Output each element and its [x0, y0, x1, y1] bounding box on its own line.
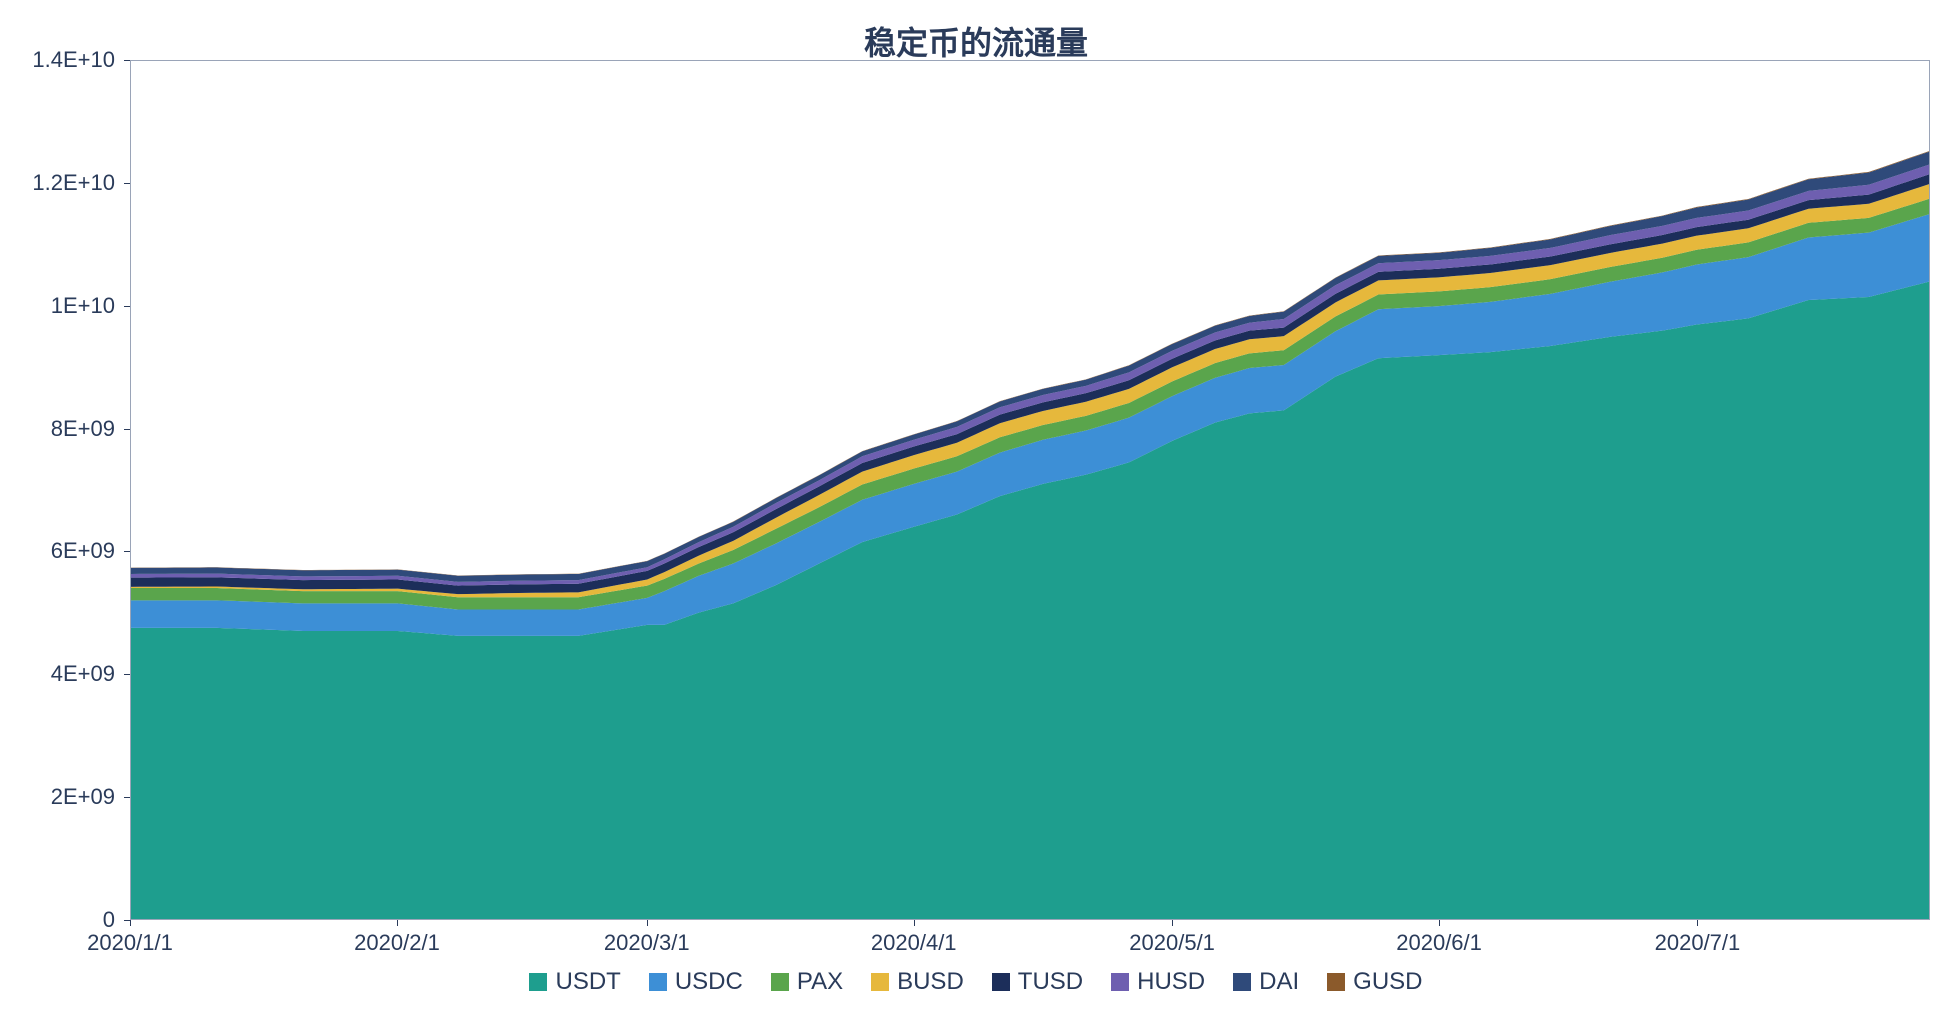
- x-tick-label: 2020/4/1: [871, 930, 957, 956]
- legend-swatch: [529, 973, 547, 991]
- legend-item-gusd: GUSD: [1327, 968, 1422, 996]
- x-tick-label: 2020/3/1: [604, 930, 690, 956]
- x-tick-label: 2020/6/1: [1396, 930, 1482, 956]
- legend-label: HUSD: [1137, 968, 1205, 996]
- stablecoin-area-chart: 稳定币的流通量 02E+094E+096E+098E+091E+101.2E+1…: [0, 0, 1952, 1034]
- legend-label: USDT: [555, 968, 620, 996]
- legend-label: GUSD: [1353, 968, 1422, 996]
- legend-item-busd: BUSD: [871, 968, 964, 996]
- x-tick-label: 2020/1/1: [87, 930, 173, 956]
- legend-swatch: [771, 973, 789, 991]
- y-tick-label: 1.2E+10: [0, 170, 115, 196]
- legend-item-usdc: USDC: [649, 968, 743, 996]
- y-tick-label: 2E+09: [0, 784, 115, 810]
- y-tick-label: 1E+10: [0, 293, 115, 319]
- chart-title: 稳定币的流通量: [0, 18, 1952, 64]
- legend-item-husd: HUSD: [1111, 968, 1205, 996]
- y-tick-label: 4E+09: [0, 661, 115, 687]
- y-tick-label: 1.4E+10: [0, 47, 115, 73]
- legend-item-usdt: USDT: [529, 968, 620, 996]
- legend-swatch: [871, 973, 889, 991]
- x-tick-label: 2020/7/1: [1655, 930, 1741, 956]
- legend-item-pax: PAX: [771, 968, 843, 996]
- legend-label: DAI: [1259, 968, 1299, 996]
- legend-label: TUSD: [1018, 968, 1083, 996]
- legend-item-dai: DAI: [1233, 968, 1299, 996]
- plot-area: [130, 60, 1930, 920]
- legend-swatch: [649, 973, 667, 991]
- legend-label: PAX: [797, 968, 843, 996]
- legend-item-tusd: TUSD: [992, 968, 1083, 996]
- x-tick-label: 2020/5/1: [1129, 930, 1215, 956]
- y-tick-label: 8E+09: [0, 416, 115, 442]
- chart-legend: USDT USDC PAX BUSD TUSD HUSD DAI GUSD: [0, 968, 1952, 996]
- legend-label: BUSD: [897, 968, 964, 996]
- y-tick-label: 6E+09: [0, 538, 115, 564]
- area-layers: [131, 61, 1929, 919]
- x-tick-label: 2020/2/1: [354, 930, 440, 956]
- legend-swatch: [992, 973, 1010, 991]
- legend-label: USDC: [675, 968, 743, 996]
- legend-swatch: [1233, 973, 1251, 991]
- legend-swatch: [1111, 973, 1129, 991]
- legend-swatch: [1327, 973, 1345, 991]
